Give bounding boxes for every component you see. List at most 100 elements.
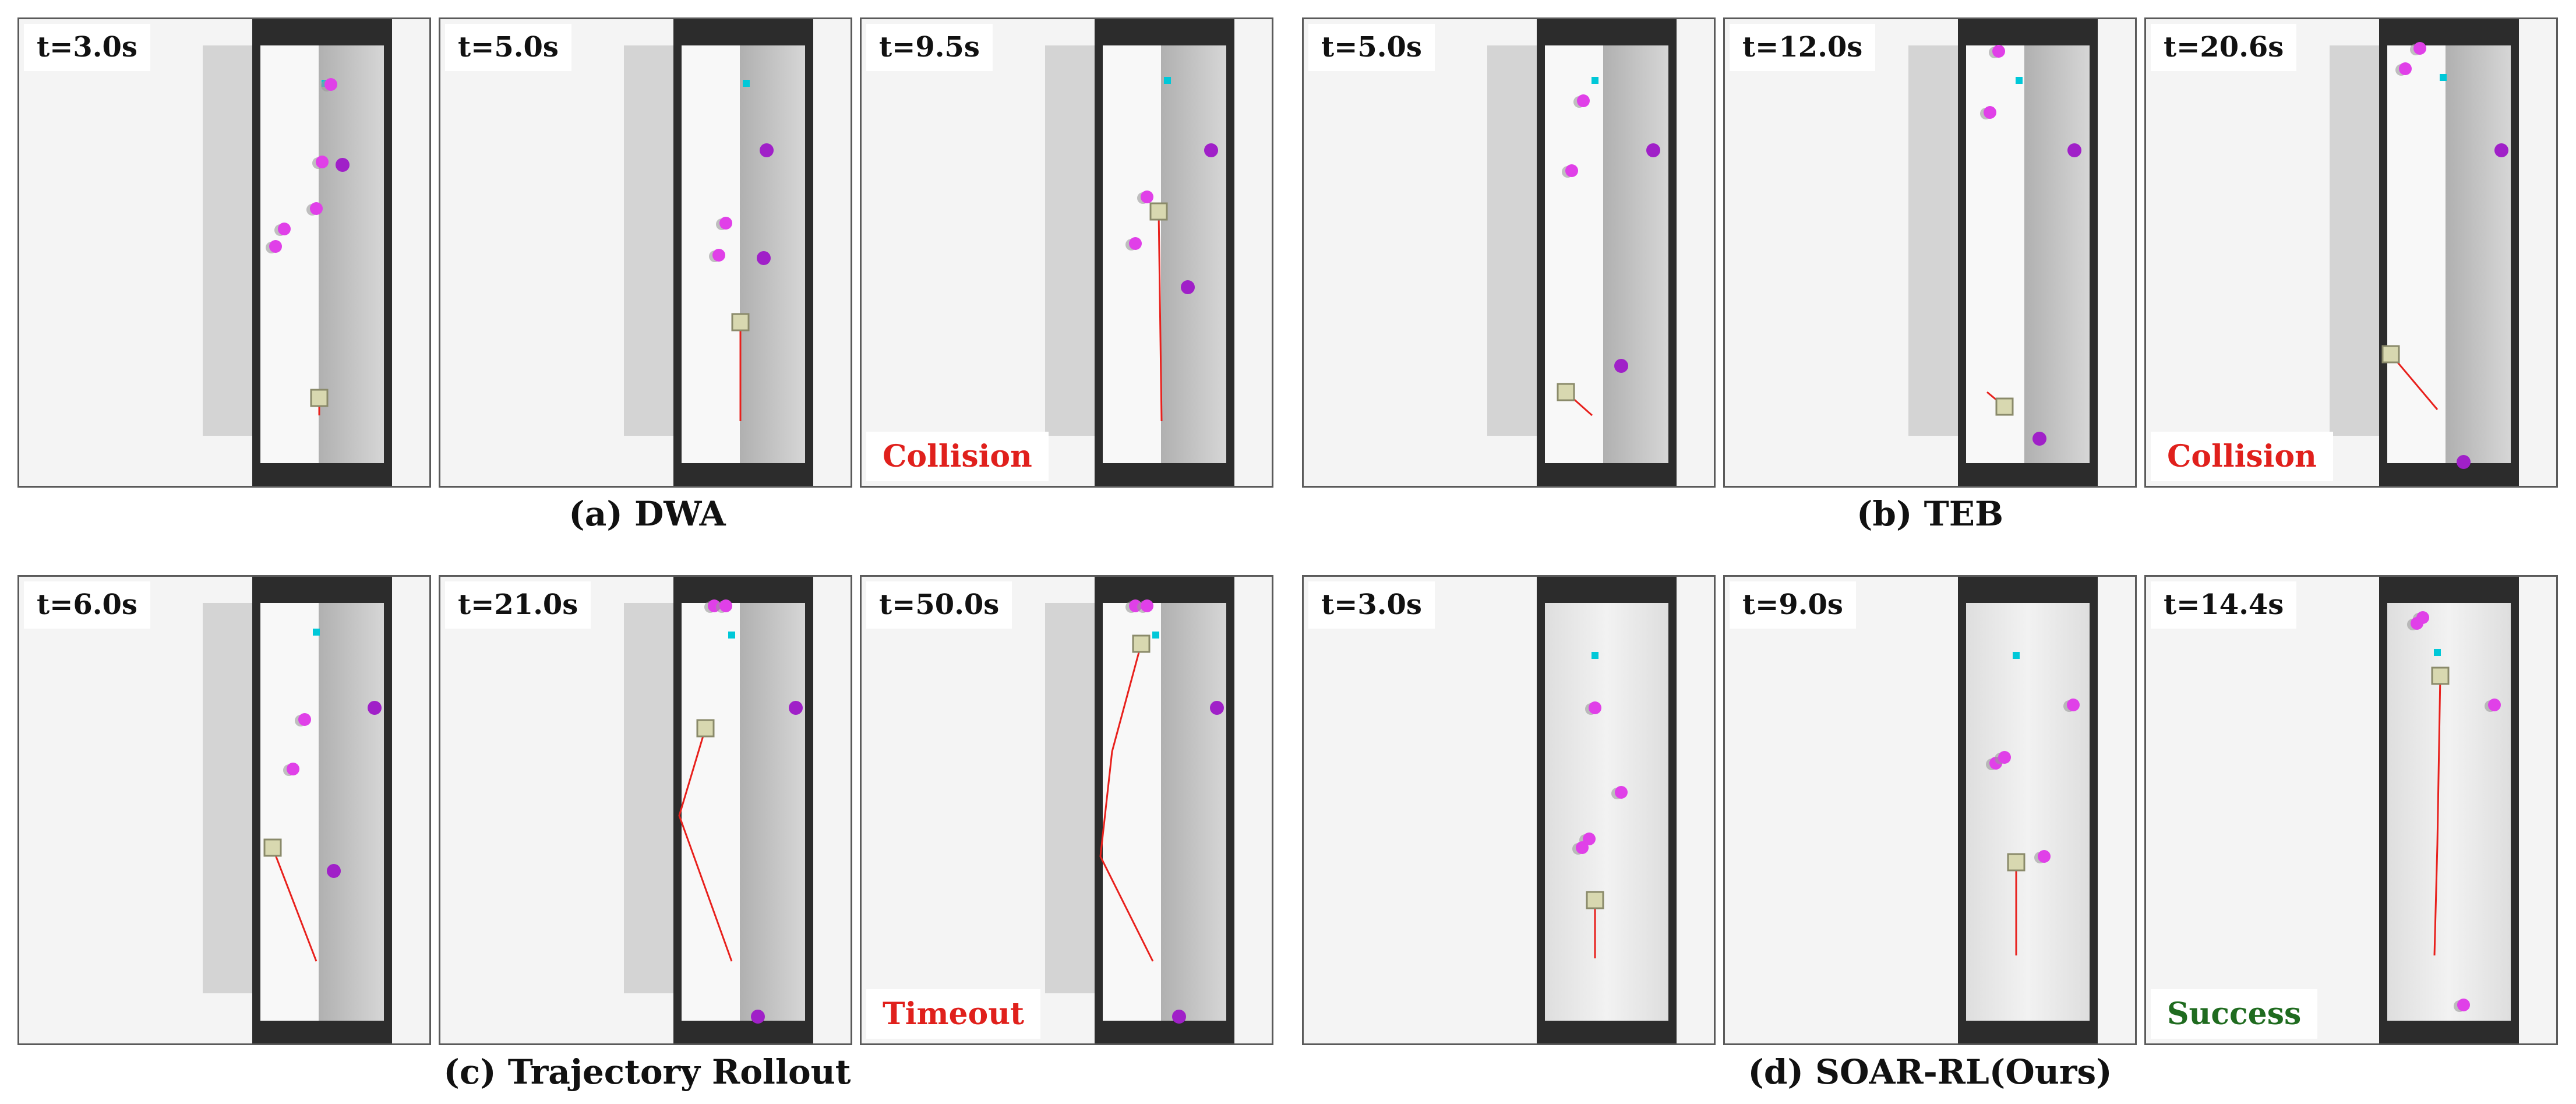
time-label: t=3.0s [1308,581,1435,629]
pedestrian [2032,432,2046,446]
pedestrian [1992,45,2005,58]
pedestrian [1172,1010,1186,1024]
time-label: t=21.0s [445,581,591,629]
robot-trajectory [2433,675,2441,956]
robot-trajectory [678,728,733,962]
simulation-panel: t=5.0s [1302,17,1716,488]
simulation-panel: t=12.0s [1723,17,2137,488]
robot [310,389,329,407]
robot [1132,634,1151,653]
goal-marker [728,632,735,639]
group-caption: (a) DWA [569,494,726,534]
pedestrian [2038,850,2051,863]
pedestrian [2488,699,2501,711]
pedestrian [1614,359,1628,373]
goal-marker [2016,77,2023,84]
pedestrian [1129,237,1142,250]
pedestrian [751,1010,765,1024]
time-label: t=50.0s [866,581,1012,629]
simulation-scene [1725,577,2135,1043]
robot-trajectory [1158,211,1163,422]
pedestrian [324,78,337,91]
goal-marker [2440,74,2447,81]
pedestrian [789,701,803,715]
robot [2381,345,2400,364]
simulation-scene [440,577,851,1043]
simulation-panel: t=3.0s [17,17,431,488]
group-caption: (c) Trajectory Rollout [443,1052,851,1092]
simulation-scene [2146,19,2556,486]
simulation-panel: t=6.0s [17,575,431,1045]
pedestrian [287,763,299,775]
simulation-panel: t=50.0s Timeout [860,575,1273,1045]
pedestrian [2413,42,2426,55]
simulation-panel: t=5.0s [439,17,852,488]
pedestrian [2457,455,2471,469]
status-label: Collision [866,431,1049,481]
status-label: Collision [2151,431,2333,481]
simulation-panel: t=9.5s Collision [860,17,1273,488]
pedestrian [327,864,341,878]
simulation-scene [862,19,1272,486]
pedestrian [1181,280,1195,294]
simulation-panel: t=3.0s [1302,575,1716,1045]
pedestrian [2067,699,2080,711]
simulation-panel: t=20.6s Collision [2144,17,2558,488]
robot [1557,383,1575,401]
pedestrian [1577,94,1590,107]
pedestrian [2411,617,2423,630]
pedestrian [278,223,291,235]
simulation-scene [1304,577,1714,1043]
simulation-scene [19,577,429,1043]
goal-marker [1164,77,1171,84]
time-label: t=12.0s [1730,24,1876,71]
pedestrian [1141,191,1153,203]
goal-marker [2434,649,2441,656]
time-label: t=5.0s [445,24,571,71]
pedestrian [1210,701,1224,715]
simulation-scene [19,19,429,486]
pedestrian [2399,62,2412,75]
simulation-scene [440,19,851,486]
pedestrian [712,249,725,262]
simulation-scene [862,577,1272,1043]
robot [1586,891,1604,909]
goal-marker [2013,652,2020,659]
goal-marker [1152,632,1159,639]
pedestrian [1141,599,1153,612]
pedestrian [757,251,771,265]
robot [1995,397,2014,416]
simulation-panel: t=14.4s Success [2144,575,2558,1045]
pedestrian [1204,143,1218,157]
pedestrian [2457,999,2470,1011]
robot [263,838,282,857]
pedestrian [719,599,732,612]
goal-marker [1592,652,1598,659]
time-label: t=20.6s [2151,24,2297,71]
pedestrian [1565,164,1578,177]
goal-marker [313,629,320,636]
group-caption: (b) TEB [1856,494,2004,534]
goal-marker [1592,77,1598,84]
pedestrian [760,143,774,157]
pedestrian [1576,841,1589,854]
pedestrian [1646,143,1660,157]
pedestrian [298,713,311,726]
time-label: t=14.4s [2151,581,2297,629]
time-label: t=6.0s [24,581,150,629]
robot [731,313,750,331]
pedestrian [1984,106,1996,119]
goal-marker [743,80,750,87]
status-label: Success [2151,989,2318,1039]
simulation-scene [1304,19,1714,486]
simulation-panel: t=21.0s [439,575,852,1045]
pedestrian [336,158,350,172]
group-caption: (d) SOAR-RL(Ours) [1748,1052,2112,1092]
robot [2007,853,2025,872]
pedestrian [2067,143,2081,157]
pedestrian [1589,701,1601,714]
pedestrian [719,217,732,230]
robot [2431,666,2450,685]
robot-trajectory [271,847,317,962]
pedestrian [269,240,282,253]
